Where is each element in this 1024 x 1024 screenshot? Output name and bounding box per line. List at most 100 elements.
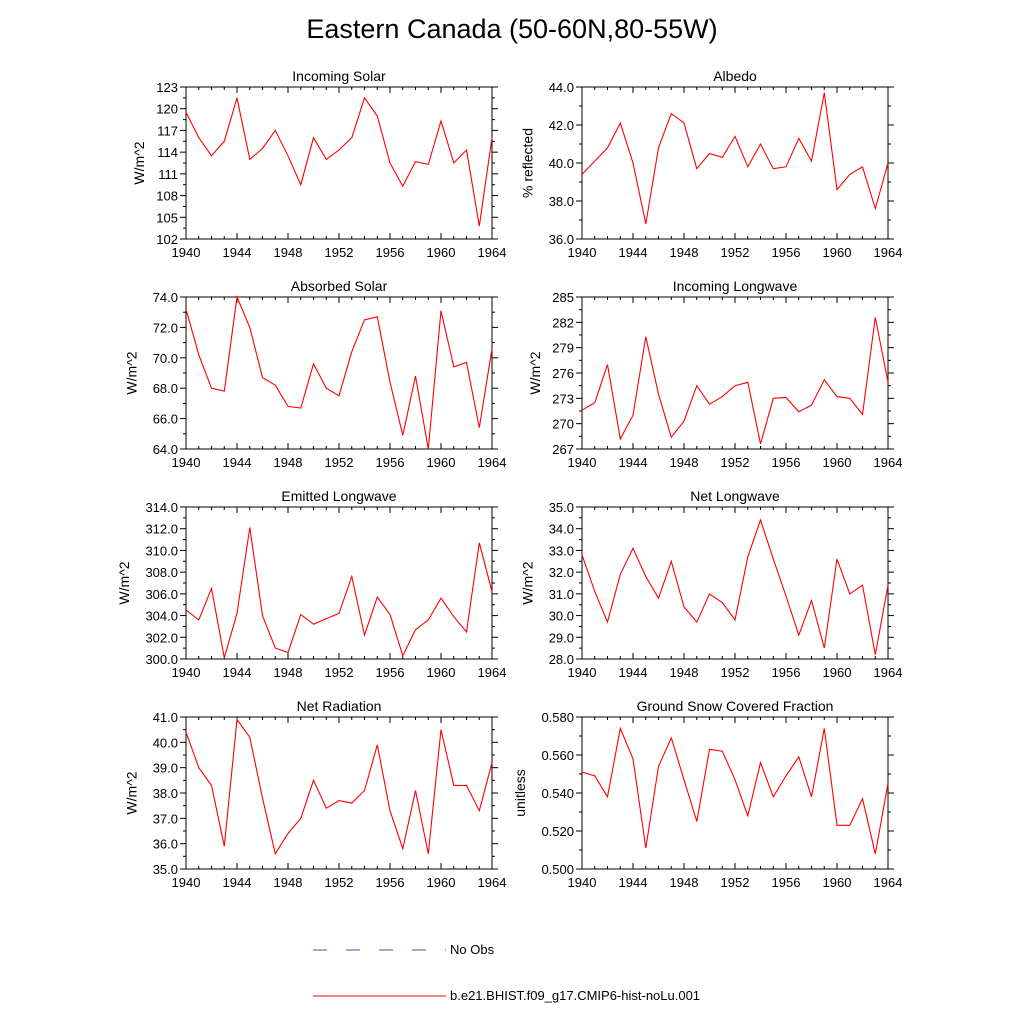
x-tick-label: 1940	[568, 455, 597, 470]
y-tick-label: 285	[552, 290, 574, 305]
y-tick-label: 72.0	[153, 320, 178, 335]
x-tick-label: 1956	[376, 455, 405, 470]
y-tick-label: 70.0	[153, 351, 178, 366]
panel-2: 1940 1944 1948 1952 1956 1960 1964 64.0 66.0 68.0…	[123, 278, 506, 470]
x-tick-label: 1952	[721, 245, 750, 260]
y-tick-label: 39.0	[153, 761, 178, 776]
panel-3: 1940 1944 1948 1952 1956 1960 1964 267 270 273 276…	[527, 278, 903, 470]
x-tick-label: 1960	[427, 455, 456, 470]
panel-title: Net Radiation	[297, 698, 382, 714]
x-tick-label: 1944	[223, 665, 252, 680]
x-tick-label: 1944	[223, 455, 252, 470]
y-axis-label: W/m^2	[123, 771, 139, 814]
x-tick-label: 1940	[172, 455, 201, 470]
plot-frame	[185, 296, 493, 450]
series-line	[581, 518, 889, 655]
x-tick-label: 1960	[823, 455, 852, 470]
x-tick-label: 1952	[325, 875, 354, 890]
y-tick-label: 282	[552, 315, 574, 330]
y-tick-label: 120	[156, 102, 178, 117]
y-axis-label: W/m^2	[123, 351, 139, 394]
y-tick-label: 117	[157, 123, 178, 138]
x-tick-label: 1956	[772, 455, 801, 470]
x-tick-label: 1948	[274, 245, 303, 260]
series-line	[581, 726, 889, 854]
x-tick-label: 1960	[823, 665, 852, 680]
y-tick-label: 68.0	[153, 381, 178, 396]
y-tick-label: 44.0	[549, 80, 574, 95]
y-tick-label: 40.0	[549, 156, 574, 171]
y-tick-label: 302.0	[145, 630, 178, 645]
y-tick-label: 111	[158, 167, 178, 182]
y-tick-label: 36.0	[549, 232, 574, 247]
y-tick-label: 0.540	[541, 786, 574, 801]
x-tick-label: 1940	[568, 875, 597, 890]
x-tick-label: 1952	[721, 455, 750, 470]
y-tick-label: 66.0	[153, 412, 178, 427]
x-tick-label: 1940	[568, 665, 597, 680]
plot-frame	[581, 86, 889, 240]
x-tick-label: 1960	[427, 875, 456, 890]
x-tick-label: 1948	[274, 455, 303, 470]
legend-label: b.e21.BHIST.f09_g17.CMIP6-hist-noLu.001	[450, 988, 700, 1003]
y-tick-label: 38.0	[549, 194, 574, 209]
y-tick-label: 0.580	[541, 710, 574, 725]
x-tick-label: 1960	[427, 245, 456, 260]
y-axis-label: W/m^2	[527, 351, 543, 394]
y-tick-label: 105	[156, 210, 178, 225]
x-tick-label: 1960	[823, 245, 852, 260]
x-tick-label: 1964	[874, 455, 903, 470]
panel-title: Emitted Longwave	[281, 488, 396, 504]
y-tick-label: 37.0	[153, 811, 178, 826]
x-tick-label: 1960	[427, 665, 456, 680]
x-tick-label: 1956	[376, 665, 405, 680]
y-tick-label: 36.0	[153, 837, 178, 852]
y-tick-label: 300.0	[145, 652, 178, 667]
series-line	[185, 717, 493, 856]
series-line	[185, 96, 493, 227]
x-tick-label: 1948	[670, 875, 699, 890]
y-tick-label: 306.0	[145, 587, 178, 602]
y-tick-label: 0.520	[541, 824, 574, 839]
y-tick-label: 108	[156, 189, 178, 204]
y-tick-label: 314.0	[145, 500, 178, 515]
y-tick-label: 41.0	[153, 710, 178, 725]
x-tick-label: 1940	[172, 665, 201, 680]
panel-0: 1940 1944 1948 1952 1956 1960 1964 102 105 108 111…	[131, 68, 507, 260]
figure-title: Eastern Canada (50-60N,80-55W)	[306, 14, 718, 44]
x-tick-label: 1964	[478, 245, 507, 260]
x-tick-label: 1948	[670, 665, 699, 680]
plot-frame	[185, 506, 493, 660]
panel-title: Incoming Solar	[292, 68, 386, 84]
series-line	[185, 527, 493, 659]
y-tick-label: 40.0	[153, 735, 178, 750]
y-axis-label: % reflected	[519, 128, 535, 198]
panel-1: 1940 1944 1948 1952 1956 1960 1964 36.0 38.0 40.0…	[519, 68, 902, 260]
x-tick-label: 1944	[619, 455, 648, 470]
y-tick-label: 33.0	[549, 543, 574, 558]
x-tick-label: 1956	[772, 665, 801, 680]
y-tick-label: 35.0	[549, 500, 574, 515]
x-tick-label: 1960	[823, 875, 852, 890]
x-tick-label: 1944	[223, 875, 252, 890]
y-tick-label: 308.0	[145, 565, 178, 580]
panel-4: 1940 1944 1948 1952 1956 1960 1964 300.0 302.0 30…	[116, 488, 506, 680]
y-tick-label: 29.0	[549, 630, 574, 645]
y-tick-label: 64.0	[153, 442, 178, 457]
y-tick-label: 312.0	[145, 522, 178, 537]
x-tick-label: 1952	[721, 875, 750, 890]
y-axis-label: W/m^2	[519, 561, 535, 604]
panel-title: Absorbed Solar	[291, 278, 388, 294]
x-tick-label: 1952	[325, 665, 354, 680]
y-tick-label: 276	[552, 366, 574, 381]
x-tick-label: 1948	[670, 245, 699, 260]
x-tick-label: 1956	[772, 245, 801, 260]
x-tick-label: 1944	[619, 875, 648, 890]
plot-frame	[581, 296, 889, 450]
y-tick-label: 0.500	[541, 862, 574, 877]
y-tick-label: 270	[552, 417, 574, 432]
y-tick-label: 42.0	[549, 118, 574, 133]
panel-7: 1940 1944 1948 1952 1956 1960 1964 0.500 0.520 0.…	[512, 698, 902, 890]
y-tick-label: 279	[552, 341, 574, 356]
